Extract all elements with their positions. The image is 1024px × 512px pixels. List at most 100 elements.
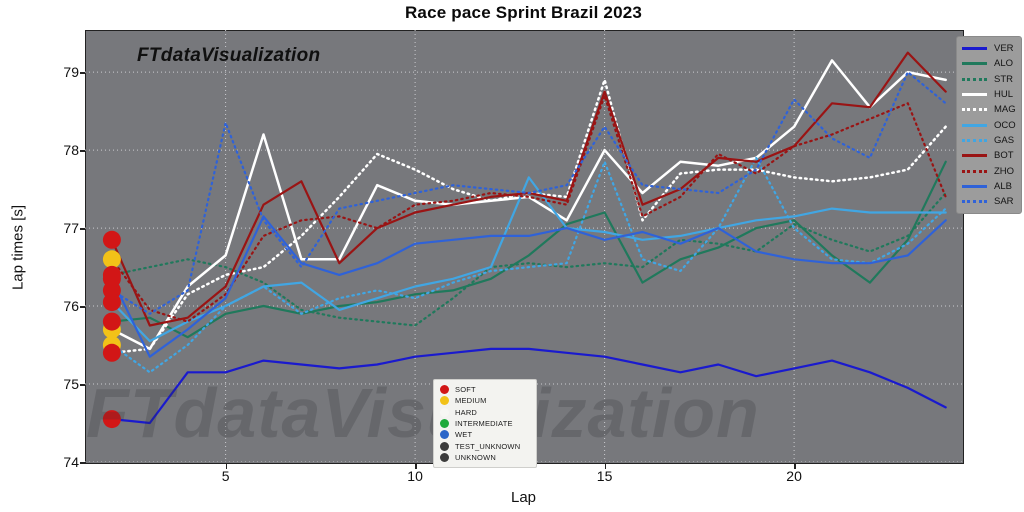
lap-line-alo — [110, 160, 947, 339]
legend-driver-label: STR — [994, 73, 1013, 85]
tyre-dot-test_unknown — [440, 441, 449, 451]
start-tyre-marker-oco — [102, 293, 121, 312]
legend-line-sample-mag — [962, 108, 987, 112]
driver-legend-row: OCO — [962, 117, 1016, 132]
y-tick-label: 75 — [63, 376, 79, 393]
y-tick-mark — [80, 306, 85, 308]
y-tick-mark — [80, 228, 85, 230]
tyre-dot-unknown — [440, 452, 449, 462]
tyre-label: WET — [455, 430, 473, 440]
driver-legend-row: VER — [962, 41, 1016, 56]
x-tick-label: 5 — [221, 468, 230, 484]
driver-legend-row: ZHO — [962, 163, 1016, 178]
legend-line-sample-hul — [962, 93, 987, 97]
driver-legend-row: ALB — [962, 179, 1016, 194]
tyre-dot-hard — [440, 407, 449, 417]
start-tyre-marker-zho — [102, 250, 121, 269]
lap-line-gas — [110, 156, 947, 374]
tyre-label: INTERMEDIATE — [455, 419, 513, 429]
tyre-label: TEST_UNKNOWN — [455, 441, 521, 451]
driver-legend-row: BOT — [962, 148, 1016, 163]
legend-line-sample-oco — [962, 123, 987, 127]
y-tick-mark — [80, 72, 85, 74]
driver-legend-row: HUL — [962, 87, 1016, 102]
legend-driver-label: MAG — [994, 104, 1016, 116]
legend-driver-label: ALO — [994, 58, 1014, 70]
legend-driver-label: BOT — [994, 150, 1014, 162]
x-tick-label: 20 — [786, 468, 802, 484]
tyre-dot-intermediate — [440, 419, 449, 429]
watermark-bottom: FTdataVisualization — [86, 374, 760, 452]
chart-canvas — [85, 30, 962, 462]
driver-legend-row: SAR — [962, 194, 1016, 209]
tyre-legend-row: UNKNOWN — [440, 452, 530, 463]
legend-driver-label: SAR — [994, 196, 1014, 208]
start-tyre-marker-ver — [102, 410, 121, 429]
start-tyre-marker-bot — [102, 230, 121, 249]
y-tick-label: 74 — [63, 454, 79, 470]
legend-line-sample-str — [962, 77, 987, 81]
driver-legend-row: STR — [962, 72, 1016, 87]
legend-line-sample-gas — [962, 138, 987, 142]
lap-line-ver — [110, 347, 947, 425]
y-tick-label: 78 — [63, 142, 79, 159]
legend-line-sample-alb — [962, 184, 987, 188]
y-tick-mark — [80, 384, 85, 386]
tyre-legend-row: HARD — [440, 407, 530, 418]
tyre-label: MEDIUM — [455, 396, 487, 406]
driver-legend-row: ALO — [962, 56, 1016, 71]
lap-line-sar — [110, 70, 947, 315]
x-axis-label: Lap — [510, 489, 537, 506]
tyre-label: HARD — [455, 407, 478, 417]
legend-driver-label: ALB — [994, 180, 1012, 192]
tyre-legend-row: TEST_UNKNOWN — [440, 440, 530, 451]
tyre-dot-medium — [440, 396, 449, 406]
y-tick-label: 79 — [63, 64, 79, 81]
lap-line-bot — [110, 51, 947, 327]
driver-legend: VER ALO STR HUL MAG OCO GAS BOT ZHO ALB SAR — [956, 36, 1022, 215]
tyre-label: UNKNOWN — [455, 452, 496, 462]
lap-line-alb — [110, 215, 947, 358]
tyre-label: SOFT — [455, 385, 476, 395]
y-tick-mark — [80, 150, 85, 152]
chart-title: Race pace Sprint Brazil 2023 — [404, 3, 643, 22]
legend-line-sample-ver — [962, 47, 987, 51]
legend-driver-label: VER — [994, 43, 1014, 55]
x-tick-mark — [794, 464, 796, 469]
lap-line-hul — [110, 59, 947, 351]
start-tyre-marker-str — [102, 265, 121, 284]
x-tick-mark — [604, 464, 607, 469]
x-tick-label: 15 — [596, 468, 613, 484]
tyre-legend: SOFT MEDIUM HARD INTERMEDIATE WET TEST_UNKNOW… — [433, 379, 537, 469]
y-axis-label: Lap times [s] — [9, 204, 27, 291]
y-tick-label: 77 — [63, 220, 79, 237]
tyre-dot-soft — [440, 385, 449, 395]
x-tick-label: 10 — [407, 468, 423, 484]
y-tick-mark — [80, 462, 85, 464]
tyre-legend-row: WET — [440, 429, 530, 440]
driver-legend-row: GAS — [962, 133, 1016, 148]
driver-legend-row: MAG — [962, 102, 1016, 117]
lap-line-oco — [110, 176, 947, 343]
tyre-legend-row: SOFT — [440, 384, 530, 395]
legend-driver-label: OCO — [994, 119, 1016, 131]
x-tick-mark — [225, 464, 228, 469]
tyre-dot-wet — [440, 430, 449, 440]
lap-line-str — [110, 191, 947, 327]
legend-line-sample-zho — [962, 169, 987, 173]
lap-line-zho — [110, 94, 947, 323]
x-tick-mark — [415, 464, 417, 469]
legend-driver-label: ZHO — [994, 165, 1015, 177]
legend-driver-label: HUL — [994, 89, 1014, 101]
y-tick-label: 76 — [63, 298, 79, 315]
tyre-legend-row: MEDIUM — [440, 395, 530, 406]
legend-line-sample-alo — [962, 62, 987, 66]
tyre-legend-row: INTERMEDIATE — [440, 418, 530, 429]
legend-driver-label: GAS — [994, 134, 1015, 146]
legend-line-sample-sar — [962, 200, 987, 204]
watermark-top: FTdataVisualization — [137, 45, 321, 66]
start-tyre-marker-mag — [102, 343, 121, 362]
start-tyre-marker-alo — [102, 312, 121, 331]
legend-line-sample-bot — [962, 154, 987, 158]
